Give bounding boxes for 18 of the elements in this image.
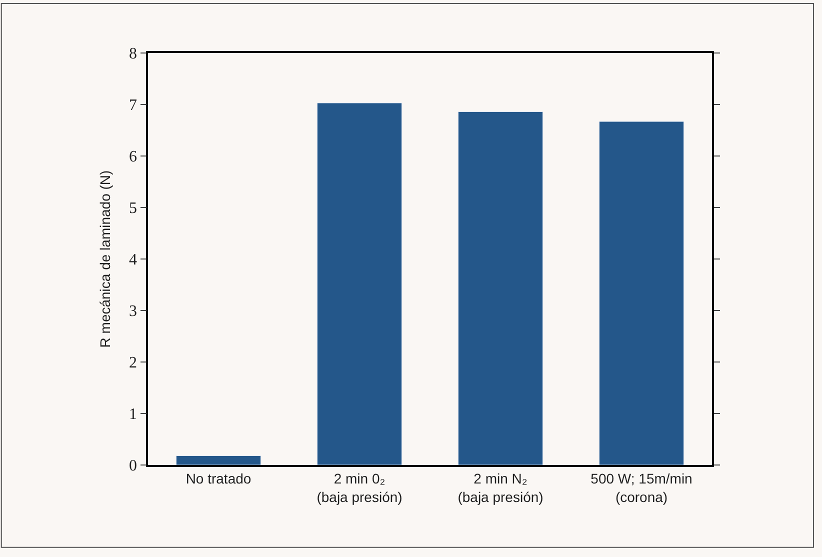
y-tick-label: 0	[129, 458, 138, 475]
x-tick-label: 500 W; 15m/min (corona)	[590, 470, 692, 505]
y-tick-label: 6	[129, 148, 138, 166]
bar	[176, 455, 262, 465]
y-tick-label: 3	[129, 303, 138, 320]
x-tick-label: 2 min N₂ (baja presión)	[458, 470, 544, 505]
y-tick-label: 5	[129, 200, 138, 218]
y-tick-label: 2	[129, 354, 138, 372]
y-tick-label: 8	[129, 46, 138, 63]
y-axis-title: R mecánica de laminado (N)	[97, 170, 114, 348]
y-tick-label: 4	[129, 252, 138, 269]
x-tick-label: No tratado	[186, 470, 252, 487]
y-tick-label: 1	[129, 406, 138, 424]
bar	[458, 111, 544, 465]
x-tick-label: 2 min 0₂ (baja presión)	[316, 470, 402, 505]
bar	[598, 121, 684, 465]
y-tick-label: 7	[129, 97, 138, 114]
bar	[316, 102, 402, 465]
